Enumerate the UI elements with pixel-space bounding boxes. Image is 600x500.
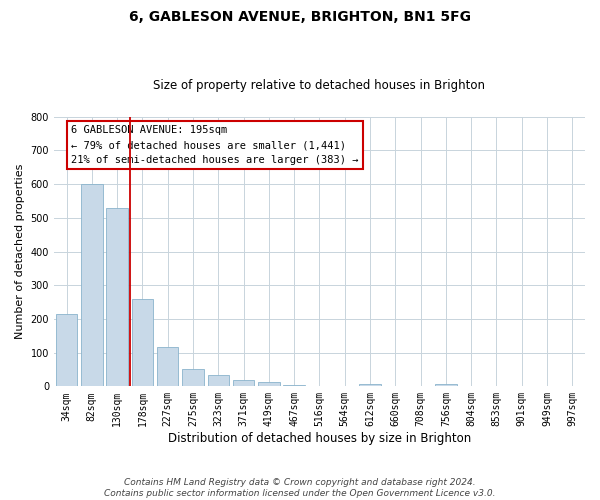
Bar [283, 384, 305, 386]
Bar [208, 375, 229, 386]
Bar [157, 347, 178, 387]
Title: Size of property relative to detached houses in Brighton: Size of property relative to detached ho… [154, 79, 485, 92]
Bar [233, 380, 254, 386]
Bar [56, 314, 77, 386]
Text: 6 GABLESON AVENUE: 195sqm
← 79% of detached houses are smaller (1,441)
21% of se: 6 GABLESON AVENUE: 195sqm ← 79% of detac… [71, 125, 359, 165]
Text: 6, GABLESON AVENUE, BRIGHTON, BN1 5FG: 6, GABLESON AVENUE, BRIGHTON, BN1 5FG [129, 10, 471, 24]
Bar [106, 208, 128, 386]
X-axis label: Distribution of detached houses by size in Brighton: Distribution of detached houses by size … [168, 432, 471, 445]
Bar [131, 300, 153, 386]
Y-axis label: Number of detached properties: Number of detached properties [15, 164, 25, 339]
Bar [81, 184, 103, 386]
Bar [435, 384, 457, 386]
Bar [258, 382, 280, 386]
Text: Contains HM Land Registry data © Crown copyright and database right 2024.
Contai: Contains HM Land Registry data © Crown c… [104, 478, 496, 498]
Bar [359, 384, 381, 386]
Bar [182, 370, 204, 386]
